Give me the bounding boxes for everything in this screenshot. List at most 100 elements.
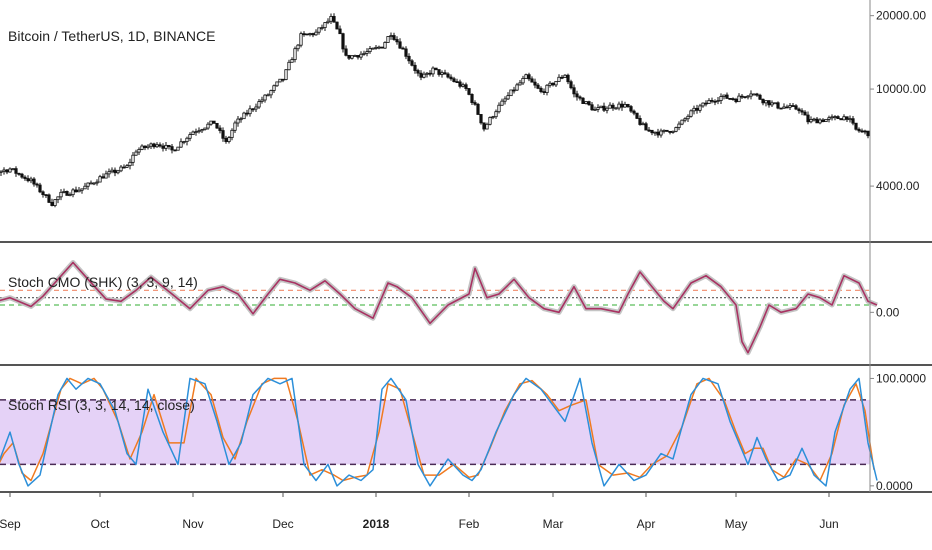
price-candle (11, 168, 15, 171)
price-candle (65, 190, 69, 196)
price-candle (590, 101, 594, 111)
price-candle (83, 182, 87, 190)
price-candle (119, 165, 123, 173)
price-candle (32, 177, 36, 187)
price-candle (773, 102, 777, 105)
price-candle (323, 22, 327, 32)
x-tick-label: Sep (0, 517, 21, 531)
price-candle (200, 128, 204, 133)
price-candle (806, 111, 810, 125)
price-pane[interactable] (0, 13, 870, 208)
price-candle (734, 97, 738, 104)
price-candle (677, 121, 681, 131)
price-candle (533, 78, 537, 89)
price-candle (707, 98, 711, 104)
price-candle (434, 67, 438, 71)
price-candle (479, 114, 483, 125)
price-candle (383, 41, 387, 49)
price-candle (194, 128, 198, 136)
price-candle (113, 167, 117, 177)
price-candle (830, 114, 834, 121)
price-candle (812, 117, 816, 122)
price-candle (203, 127, 207, 131)
price-candle (470, 93, 474, 105)
price-candle (788, 103, 792, 110)
price-candle (224, 135, 228, 144)
price-candle (704, 100, 708, 107)
price-candle (602, 102, 606, 113)
cmo-line (0, 261, 878, 354)
price-candle (77, 186, 81, 193)
price-candle (815, 117, 819, 124)
price-candle (800, 108, 804, 116)
price-candle (59, 189, 63, 201)
price-candle (254, 103, 258, 113)
price-candle (2, 167, 6, 175)
price-candle (611, 102, 615, 111)
price-candle (410, 59, 414, 67)
price-candle (380, 46, 384, 49)
price-candle (689, 109, 693, 118)
price-candle (407, 53, 411, 64)
price-candle (344, 45, 348, 57)
price-candle (698, 103, 702, 113)
price-candle (497, 102, 501, 114)
price-candle (26, 175, 30, 183)
price-candle (50, 198, 54, 207)
price-candle (0, 170, 3, 176)
price-candle (713, 99, 717, 106)
price-candle (725, 92, 729, 99)
price-candle (743, 96, 747, 99)
price-candle (230, 128, 234, 141)
price-candle (509, 89, 513, 97)
price-candle (149, 142, 153, 149)
price-candle (131, 152, 135, 166)
price-candle (854, 122, 858, 131)
price-candle (359, 51, 363, 60)
price-candle (839, 118, 843, 121)
price-candle (476, 102, 480, 115)
price-candle (860, 128, 864, 133)
price-candle (506, 92, 510, 101)
price-candle (701, 102, 705, 108)
price-candle (857, 127, 861, 133)
price-candle (185, 136, 189, 146)
price-candle (125, 164, 129, 169)
price-tick-label: 20000.00 (876, 9, 926, 23)
price-candle (71, 188, 75, 198)
price-candle (167, 144, 171, 150)
price-candle (257, 98, 261, 110)
stoch-rsi-pane[interactable] (0, 377, 878, 487)
cmo-tick-label: 0.00 (876, 305, 900, 319)
price-candle (752, 93, 756, 96)
chart-title: Bitcoin / TetherUS, 1D, BINANCE (8, 28, 215, 44)
price-candle (422, 71, 426, 79)
price-candle (617, 101, 621, 111)
price-candle (263, 94, 267, 103)
stoch-cmo-pane[interactable] (0, 260, 878, 356)
price-candle (272, 84, 276, 94)
price-candle (38, 182, 42, 194)
price-candle (785, 104, 789, 109)
axes: 20000.00 10000.00 4000.00 0.00 100.0000 0.000… (0, 0, 932, 531)
price-candle (545, 84, 549, 96)
rsi-tick-label: 0.0000 (876, 479, 913, 493)
price-candle (128, 158, 132, 170)
price-candle (245, 109, 249, 117)
price-candle (14, 166, 18, 177)
price-candle (227, 136, 231, 144)
price-candle (656, 128, 660, 138)
price-candle (827, 115, 831, 123)
price-candle (311, 32, 315, 38)
price-candle (446, 72, 450, 79)
price-candle (419, 70, 423, 81)
rsi-tick-label: 100.0000 (876, 371, 926, 385)
price-candle (452, 76, 456, 83)
price-candle (515, 82, 519, 91)
price-candle (389, 32, 393, 40)
price-candle (206, 122, 210, 130)
price-candle (233, 120, 237, 134)
price-candle (449, 74, 453, 81)
price-candle (122, 164, 126, 169)
